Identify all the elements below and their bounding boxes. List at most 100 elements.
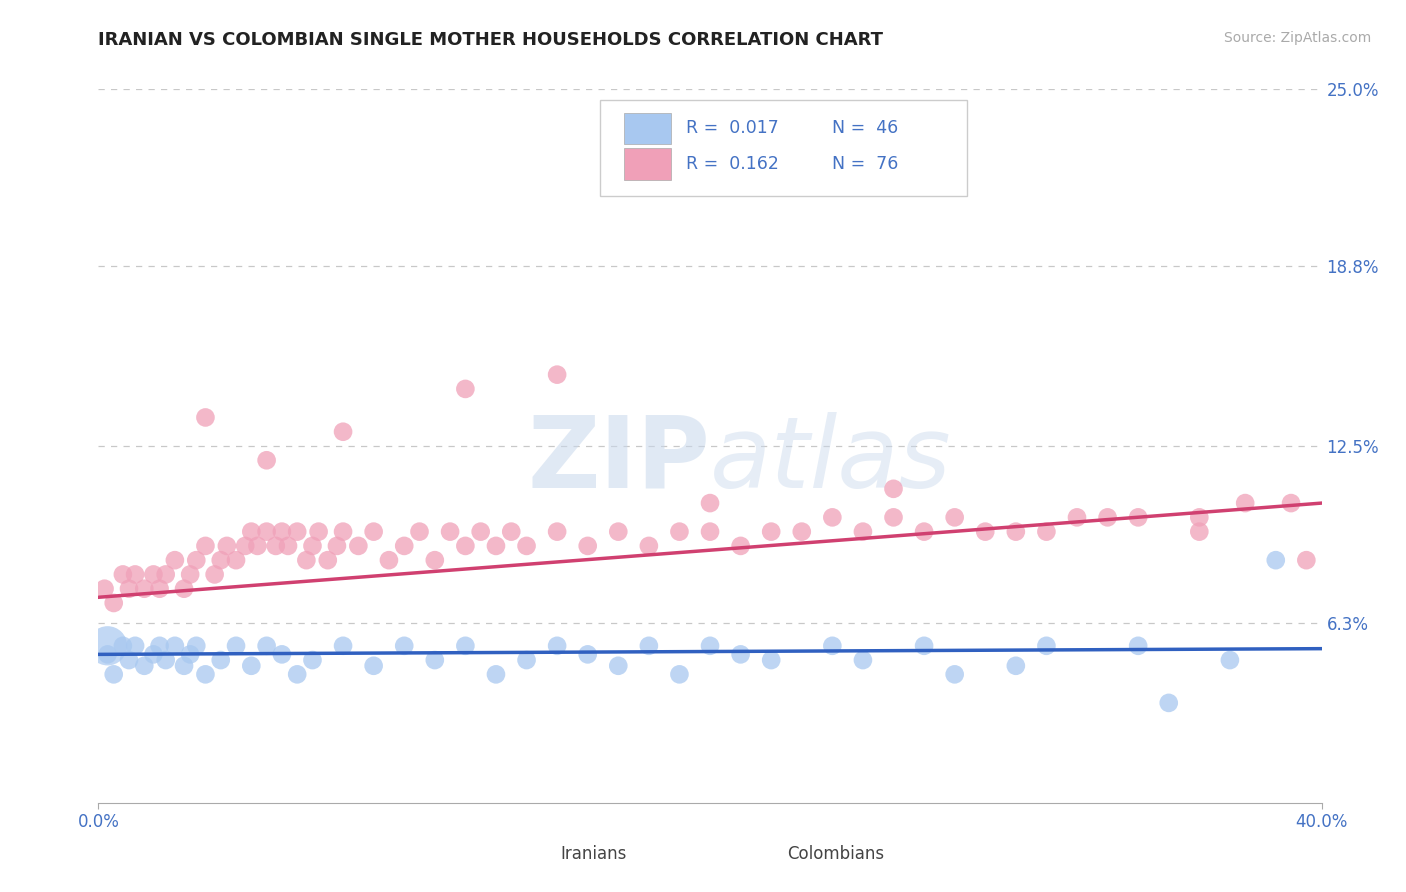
Point bbox=[347, 539, 370, 553]
Point bbox=[308, 524, 330, 539]
Point bbox=[264, 539, 287, 553]
Point bbox=[485, 667, 508, 681]
Point bbox=[332, 425, 354, 439]
Point bbox=[256, 524, 278, 539]
Point bbox=[546, 639, 568, 653]
Point bbox=[209, 553, 232, 567]
Text: Source: ZipAtlas.com: Source: ZipAtlas.com bbox=[1223, 31, 1371, 45]
Point bbox=[277, 539, 299, 553]
Point bbox=[111, 639, 134, 653]
Point bbox=[194, 410, 217, 425]
Point bbox=[149, 582, 172, 596]
Point bbox=[233, 539, 256, 553]
Point bbox=[470, 524, 492, 539]
Point bbox=[363, 524, 385, 539]
Point bbox=[761, 653, 783, 667]
Point bbox=[256, 453, 278, 467]
Point bbox=[103, 667, 125, 681]
Point bbox=[392, 639, 416, 653]
Point bbox=[699, 496, 721, 510]
Point bbox=[821, 639, 844, 653]
Point bbox=[225, 639, 247, 653]
Point bbox=[326, 539, 349, 553]
Point bbox=[270, 524, 294, 539]
Text: Colombians: Colombians bbox=[787, 846, 884, 863]
Point bbox=[699, 524, 721, 539]
Point bbox=[363, 658, 385, 673]
Point bbox=[1128, 510, 1150, 524]
Point bbox=[1279, 496, 1302, 510]
Point bbox=[1295, 553, 1317, 567]
Point bbox=[173, 658, 195, 673]
Point bbox=[1188, 510, 1211, 524]
Point bbox=[516, 653, 538, 667]
Point bbox=[1097, 510, 1119, 524]
Point bbox=[270, 648, 294, 662]
Point bbox=[240, 658, 263, 673]
Point bbox=[883, 482, 905, 496]
Point bbox=[134, 658, 156, 673]
Point bbox=[301, 539, 323, 553]
Point bbox=[149, 639, 172, 653]
Point bbox=[607, 524, 630, 539]
Point bbox=[607, 658, 630, 673]
Point bbox=[454, 639, 477, 653]
Text: atlas: atlas bbox=[710, 412, 952, 508]
Point bbox=[852, 653, 875, 667]
Point bbox=[546, 524, 568, 539]
Point bbox=[93, 582, 115, 596]
Point bbox=[316, 553, 339, 567]
Point bbox=[285, 524, 308, 539]
Point bbox=[1188, 524, 1211, 539]
Point bbox=[668, 667, 690, 681]
Point bbox=[194, 539, 217, 553]
Point bbox=[638, 639, 661, 653]
Point bbox=[111, 567, 134, 582]
Point bbox=[423, 553, 446, 567]
Text: ZIP: ZIP bbox=[527, 412, 710, 508]
Point bbox=[301, 653, 323, 667]
Point bbox=[186, 553, 208, 567]
Point bbox=[576, 648, 599, 662]
Point bbox=[668, 524, 690, 539]
Point bbox=[155, 653, 177, 667]
Point bbox=[124, 639, 146, 653]
Point bbox=[485, 539, 508, 553]
Point bbox=[118, 582, 141, 596]
Point bbox=[246, 539, 269, 553]
Point bbox=[179, 567, 201, 582]
Point bbox=[852, 524, 875, 539]
Point bbox=[943, 667, 966, 681]
Point bbox=[912, 639, 935, 653]
Point bbox=[186, 639, 208, 653]
Point bbox=[256, 639, 278, 653]
Point bbox=[1128, 639, 1150, 653]
Point bbox=[392, 539, 416, 553]
Text: N =  46: N = 46 bbox=[832, 120, 898, 137]
Point bbox=[215, 539, 238, 553]
Point bbox=[638, 539, 661, 553]
Point bbox=[173, 582, 195, 596]
Point bbox=[225, 553, 247, 567]
Point bbox=[439, 524, 461, 539]
FancyBboxPatch shape bbox=[624, 148, 671, 180]
Point bbox=[1157, 696, 1180, 710]
Point bbox=[179, 648, 201, 662]
Point bbox=[454, 539, 477, 553]
Point bbox=[974, 524, 997, 539]
Point bbox=[730, 539, 752, 553]
Point bbox=[1066, 510, 1088, 524]
Point bbox=[332, 524, 354, 539]
FancyBboxPatch shape bbox=[515, 843, 551, 865]
Point bbox=[912, 524, 935, 539]
Text: N =  76: N = 76 bbox=[832, 155, 898, 173]
Point bbox=[761, 524, 783, 539]
Point bbox=[730, 648, 752, 662]
Point bbox=[699, 639, 721, 653]
Point bbox=[1035, 639, 1057, 653]
Point bbox=[103, 596, 125, 610]
Point bbox=[1035, 524, 1057, 539]
Point bbox=[332, 639, 354, 653]
Point bbox=[546, 368, 568, 382]
Point bbox=[155, 567, 177, 582]
